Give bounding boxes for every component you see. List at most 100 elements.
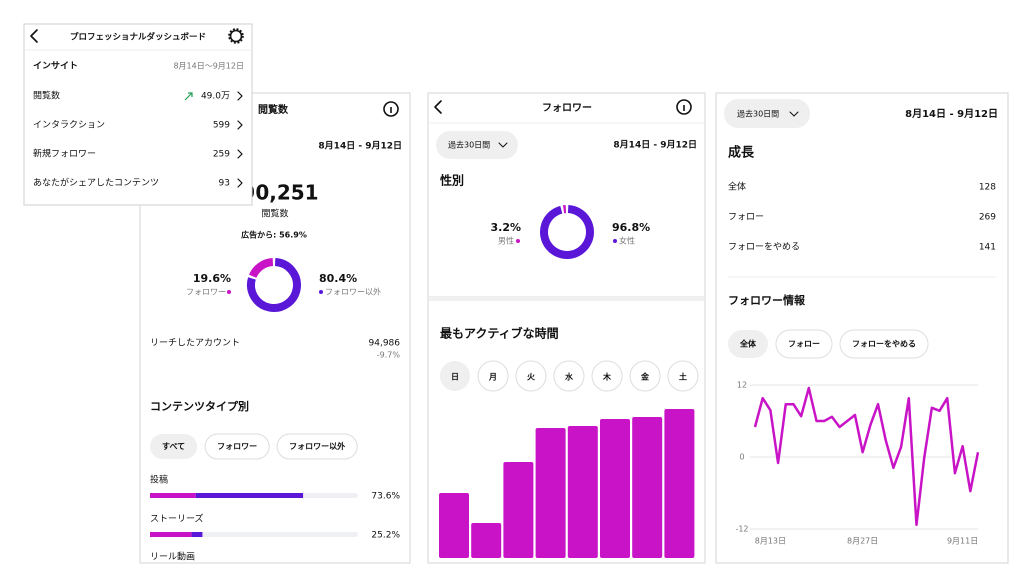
day-label: 土 [679,372,687,382]
chevron[interactable] [237,178,243,188]
day-label: 月 [488,373,497,382]
date-range: 8月14日 - 9月12日 [905,108,998,120]
bar [600,419,630,558]
reach-label: リーチしたアカウント [150,338,240,349]
followers-panel: フォロワー 過去30日間 8月14日 - 9月12日 性別 3.2% 男性 96… [427,92,706,564]
row-value: 128 [979,183,996,193]
day-pill[interactable] [477,360,509,392]
filter-label: すべて [162,442,185,451]
line [753,386,980,527]
day-pill[interactable] [440,361,470,391]
row-name: 投稿 [150,474,168,486]
filter-label: フォローをやめる [852,339,916,349]
more-row: リール動画 [150,552,195,563]
chevron [498,142,508,148]
row-label: フォロー [728,213,764,223]
views-panel: 閲覧数 8月14日 - 9月12日 90,251 閲覧数 広告から: 56.9%… [139,92,411,564]
bar [471,523,502,558]
filter-pill[interactable] [204,433,270,460]
slice-name: 女性 [619,236,635,246]
range-dropdown[interactable] [724,99,810,128]
filter-label: フォロワー [217,442,257,451]
day-pill[interactable] [553,360,585,392]
reach-value: 94,986 [369,339,401,349]
filter-label: フォロワー以外 [289,441,345,451]
chevron[interactable] [237,149,243,159]
row-name: ストーリーズ [150,513,204,525]
title: フォロワー [542,102,592,114]
row-value: 599 [213,121,230,131]
info-icon[interactable] [676,99,692,115]
day-pill[interactable] [591,360,623,392]
donut-slice [247,258,301,312]
y-tick-label: -12 [735,525,748,534]
row-label: 新規フォロワー [33,148,96,160]
day-pill[interactable] [515,360,547,392]
range-dropdown[interactable] [436,131,518,159]
bar-value: 25.2% [371,531,400,541]
title: 閲覧数 [258,103,289,116]
row-value: 269 [979,213,996,223]
row-label: インタラクション [33,120,105,131]
donut-slice [540,205,594,259]
bar [535,428,566,558]
chevron[interactable] [237,120,243,130]
divider [429,296,704,301]
filter-pill[interactable] [276,433,358,460]
day-label: 水 [564,372,574,382]
total-label: 閲覧数 [261,208,288,220]
donut-slice [249,258,274,279]
day-label: 火 [527,373,536,382]
growth-panel: 過去30日間 8月14日 - 9月12日 成長 フォロワー情報 全体 フォロー フォ… [715,92,1009,564]
legend-dot [516,239,520,243]
day-label: 木 [602,372,612,382]
range-text: 過去30日間 [737,109,779,119]
y-tick-label: 0 [739,453,744,462]
back-icon[interactable] [434,100,442,114]
section-title: 成長 [728,145,755,161]
filter-pill[interactable] [775,329,833,359]
panel-frame [715,92,1009,564]
row-value: 49.0万 [201,92,230,102]
day-pill[interactable] [629,360,661,392]
date-range: 8月14日〜9月12日 [173,62,244,71]
settings-teeth [228,28,244,44]
bar [439,493,469,558]
bar-segment [150,532,192,537]
date-range: 8月14日 - 9月12日 [613,140,697,151]
panel-frame [23,23,253,206]
section-title: 最もアクティブな時間 [440,326,559,341]
legend-dot [227,290,231,294]
filter-pill[interactable] [839,329,929,359]
slice-label: 80.4% [319,272,357,285]
row-label: あなたがシェアしたコンテンツ [33,177,159,189]
dashboard-panel: プロフェッショナルダッシュボード インサイト 8月14日〜9月12日 閲覧数 49… [23,23,253,206]
bar [503,462,534,558]
x-tick-label: 8月27日 [847,537,878,546]
legend-dot [319,290,323,294]
filter-pill[interactable] [150,434,198,459]
row-value: 141 [979,243,996,253]
section-title: コンテンツタイプ別 [150,399,249,413]
back-icon[interactable] [30,29,38,43]
slice-label: 3.2% [490,221,521,234]
title: プロフェッショナルダッシュボード [70,32,206,43]
legend-dot [613,239,617,243]
row-value: 93 [219,179,230,189]
settings-icon[interactable] [229,29,243,43]
total: 90,251 [241,181,318,205]
x-tick-label: 8月13日 [755,537,786,546]
bar [632,417,663,558]
slice-name: 男性 [498,236,514,246]
info-icon[interactable] [383,101,399,117]
filter-pill[interactable] [728,330,768,358]
day-pill[interactable] [667,360,699,392]
bar [664,409,695,558]
ads-share: 広告から: 56.9% [241,230,307,240]
x-tick-label: 9月11日 [947,537,978,546]
section-title: 性別 [439,173,464,188]
chevron[interactable] [237,91,243,101]
insight-label: インサイト [33,61,78,72]
